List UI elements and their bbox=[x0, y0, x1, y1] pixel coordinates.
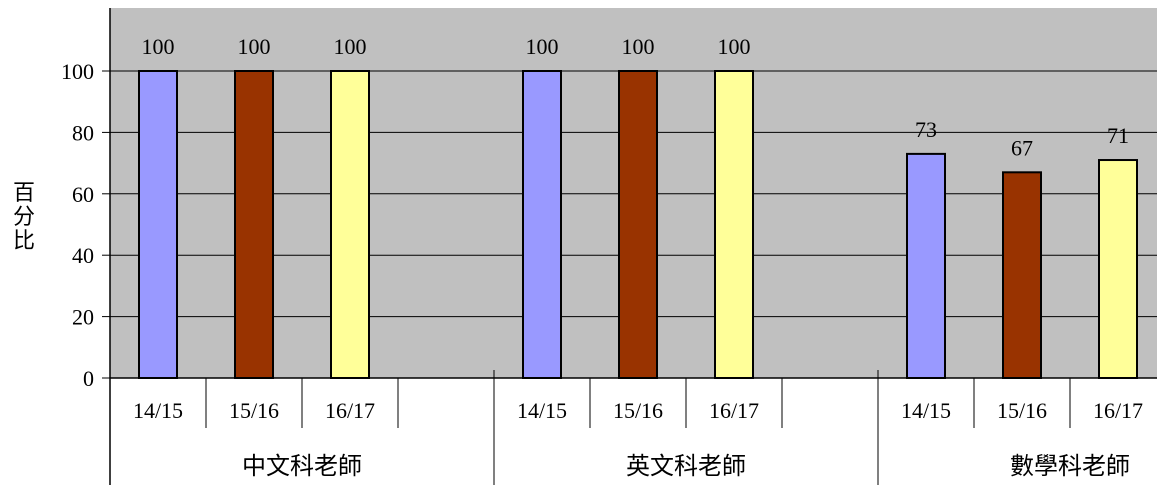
y-tick-label: 40 bbox=[72, 243, 94, 268]
x-category-label: 14/15 bbox=[133, 398, 183, 423]
bar-3-14-15 bbox=[906, 152, 946, 379]
x-category-label: 15/16 bbox=[229, 398, 279, 423]
x-category-label: 16/17 bbox=[709, 398, 759, 423]
y-axis-label: 百分比 bbox=[13, 181, 35, 254]
bar-value-label: 100 bbox=[718, 34, 751, 59]
x-group-label: 數學科老師 bbox=[1010, 452, 1130, 480]
x-category-label: 14/15 bbox=[901, 398, 951, 423]
x-category-label: 16/17 bbox=[325, 398, 375, 423]
bar-value-label: 100 bbox=[622, 34, 655, 59]
bar-value-label: 67 bbox=[1011, 135, 1033, 160]
x-category-label: 14/15 bbox=[517, 398, 567, 423]
bar-3-15-16 bbox=[1002, 171, 1042, 379]
x-group-label: 英文科老師 bbox=[626, 452, 746, 480]
bar-value-label: 100 bbox=[142, 34, 175, 59]
bars bbox=[138, 70, 1138, 379]
bar-2-16-17 bbox=[714, 70, 754, 379]
x-category-label: 15/16 bbox=[613, 398, 663, 423]
bar-1-15-16 bbox=[234, 70, 274, 379]
bar-1-16-17 bbox=[330, 70, 370, 379]
y-tick-label: 80 bbox=[72, 120, 94, 145]
y-tick-label: 0 bbox=[83, 366, 94, 391]
bar-1-14-15 bbox=[138, 70, 178, 379]
x-group-label: 中文科老師 bbox=[242, 452, 362, 480]
y-tick-label: 20 bbox=[72, 305, 94, 330]
bar-value-label: 100 bbox=[526, 34, 559, 59]
y-tick-label: 100 bbox=[61, 59, 94, 84]
bar-value-label: 71 bbox=[1107, 123, 1129, 148]
bar-3-16-17 bbox=[1098, 159, 1138, 379]
x-category-label: 16/17 bbox=[1093, 398, 1143, 423]
bar-value-label: 100 bbox=[238, 34, 271, 59]
bar-value-label: 100 bbox=[334, 34, 367, 59]
bar-value-label: 73 bbox=[915, 117, 937, 142]
x-category-label: 15/16 bbox=[997, 398, 1047, 423]
labels: 0 20 40 60 80 100 100 14/15 100 15/16 100 16/17 中文科老… bbox=[61, 34, 1143, 480]
bar-2-14-15 bbox=[522, 70, 562, 379]
y-tick-label: 60 bbox=[72, 182, 94, 207]
axes bbox=[102, 8, 1157, 485]
bar-2-15-16 bbox=[618, 70, 658, 379]
